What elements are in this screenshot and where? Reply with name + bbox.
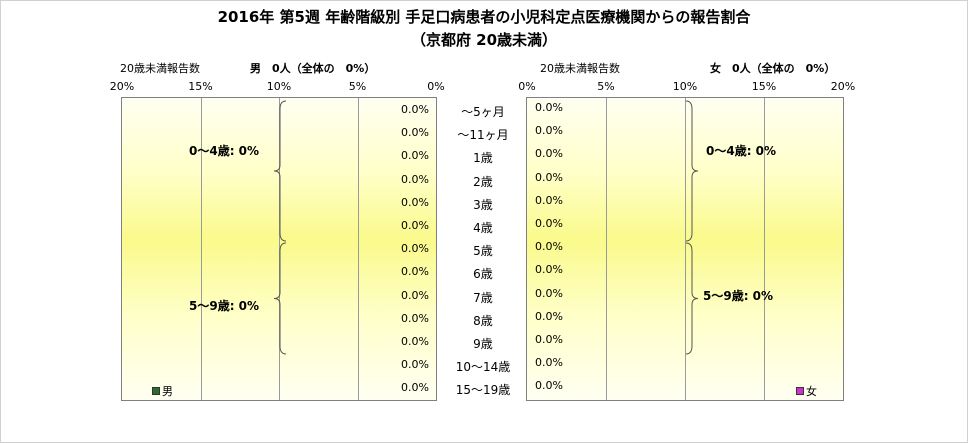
- male-value-label: 0.0%: [401, 311, 429, 325]
- left-tick-label: 5%: [348, 80, 367, 93]
- right-gridline: [764, 98, 765, 400]
- right-bracket-label-5-9: 5〜9歳: 0%: [703, 289, 774, 303]
- female-legend-label: 女: [806, 385, 817, 398]
- female-plot-area: [526, 97, 844, 401]
- left-tick-label: 0%: [427, 80, 445, 93]
- age-category-label: 3歳: [473, 197, 493, 212]
- male-value-label: 0.0%: [401, 265, 429, 279]
- female-value-label: 0.0%: [535, 217, 563, 230]
- left-gridline: [279, 98, 280, 400]
- right-tick-label: 5%: [597, 80, 615, 93]
- male-plot-area: [121, 97, 437, 401]
- chart-subtitle: （京都府 20歳未満）: [410, 31, 558, 49]
- right-count-label: 20歳未満報告数: [540, 62, 620, 75]
- female-value-label: 0.0%: [535, 333, 563, 346]
- left-tick-label: 20%: [109, 80, 135, 93]
- male-value-label: 0.0%: [401, 381, 429, 395]
- left-tick-label: 15%: [188, 80, 213, 93]
- female-value-label: 0.0%: [535, 356, 563, 370]
- male-value-label: 0.0%: [401, 195, 429, 209]
- male-value-label: 0.0%: [401, 335, 429, 348]
- right-tick-label: 0%: [518, 80, 536, 93]
- age-category-label: 4歳: [473, 221, 493, 235]
- left-bracket-label-0-4: 0〜4歳: 0%: [189, 144, 260, 158]
- age-category-label: 5歳: [473, 244, 493, 259]
- male-value-label: 0.0%: [401, 172, 429, 186]
- female-value-label: 0.0%: [535, 263, 563, 277]
- age-category-label: 7歳: [473, 290, 493, 305]
- male-value-label: 0.0%: [401, 103, 429, 116]
- male-value-label: 0.0%: [401, 126, 429, 140]
- male-value-label: 0.0%: [401, 219, 429, 232]
- left-gridline: [200, 98, 202, 400]
- female-value-label: 0.0%: [535, 147, 563, 161]
- female-value-label: 0.0%: [535, 309, 563, 323]
- age-category-label: 1歳: [473, 151, 493, 166]
- female-value-label: 0.0%: [535, 379, 563, 393]
- age-category-label: 6歳: [473, 267, 493, 282]
- age-category-label: 〜5ヶ月: [461, 105, 505, 119]
- female-value-label: 0.0%: [535, 124, 563, 138]
- female-value-label: 0.0%: [535, 170, 563, 184]
- right-summary: 女 0人（全体の 0%）: [710, 62, 836, 75]
- age-category-label: 10〜14歳: [455, 360, 511, 375]
- female-value-label: 0.0%: [535, 193, 563, 207]
- left-summary: 男 0人（全体の 0%）: [250, 62, 376, 75]
- right-tick-label: 20%: [830, 80, 856, 93]
- left-bracket-label-5-9: 5〜9歳: 0%: [189, 299, 260, 313]
- chart-title: 2016年 第5週 年齢階級別 手足口病患者の小児科定点医療機関からの報告割合: [217, 8, 751, 26]
- male-legend-swatch: [152, 387, 160, 395]
- female-value-label: 0.0%: [535, 101, 563, 114]
- left-tick-label: 10%: [266, 80, 292, 93]
- right-bracket-label-0-4: 0〜4歳: 0%: [706, 144, 777, 158]
- male-value-label: 0.0%: [401, 358, 429, 372]
- male-value-label: 0.0%: [401, 149, 429, 163]
- age-category-label: 〜11ヶ月: [457, 128, 509, 143]
- left-gridline: [357, 98, 359, 400]
- age-category-label: 9歳: [473, 337, 493, 351]
- right-gridline: [606, 98, 607, 400]
- female-value-label: 0.0%: [535, 286, 563, 300]
- age-category-label: 15〜19歳: [455, 383, 511, 398]
- female-value-label: 0.0%: [535, 240, 563, 254]
- male-legend-label: 男: [162, 385, 173, 398]
- right-tick-label: 15%: [751, 80, 777, 93]
- male-value-label: 0.0%: [401, 242, 429, 256]
- female-legend: 女: [796, 383, 817, 399]
- left-count-label: 20歳未満報告数: [120, 62, 200, 75]
- right-gridline: [685, 98, 686, 400]
- age-category-label: 8歳: [473, 313, 493, 328]
- male-legend: 男: [152, 383, 173, 399]
- age-category-label: 2歳: [473, 174, 493, 189]
- male-value-label: 0.0%: [401, 288, 429, 302]
- female-legend-swatch: [796, 387, 804, 395]
- right-tick-label: 10%: [672, 80, 698, 93]
